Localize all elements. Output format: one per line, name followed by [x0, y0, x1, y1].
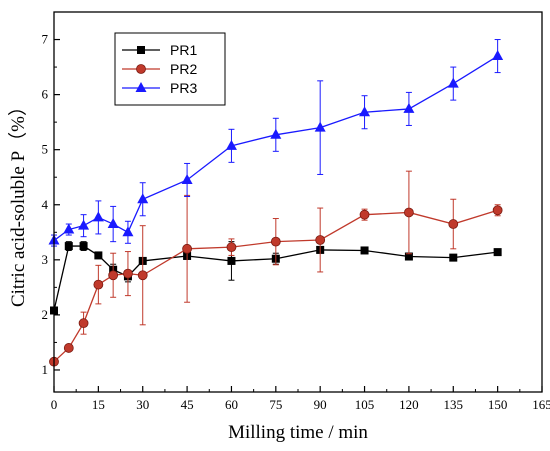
data-point — [492, 50, 504, 61]
x-tick-label: 0 — [51, 397, 58, 412]
data-point — [359, 209, 370, 220]
data-point — [79, 242, 88, 251]
series-layer — [48, 39, 504, 367]
data-point — [449, 253, 458, 262]
x-tick-label: 105 — [355, 397, 375, 412]
data-point — [225, 139, 237, 150]
data-point — [92, 211, 104, 222]
data-point — [493, 248, 502, 257]
data-point — [78, 219, 90, 230]
x-axis-title: Milling time / min — [228, 422, 368, 443]
x-tick-label: 90 — [314, 397, 327, 412]
data-point — [64, 242, 73, 251]
legend: PR1 PR2 PR3 — [114, 32, 226, 106]
legend-label: PR1 — [170, 42, 197, 58]
x-tick-label: 15 — [92, 397, 105, 412]
y-axis-title: Citric acid-soluble P（%） — [7, 97, 29, 307]
legend-entries: PR1 PR2 PR3 — [122, 42, 197, 96]
y-tick-label: 4 — [42, 197, 49, 212]
x-tick-label: 60 — [225, 397, 238, 412]
data-point — [226, 242, 237, 253]
data-point — [63, 343, 74, 353]
data-point — [359, 106, 371, 117]
data-point — [107, 218, 119, 229]
x-tick-label: 165 — [532, 397, 550, 412]
x-tick-label: 150 — [488, 397, 508, 412]
y-tick-label: 2 — [42, 307, 49, 322]
data-point — [270, 236, 281, 247]
data-point — [270, 128, 282, 139]
legend-marker — [135, 82, 147, 92]
x-tick-label: 135 — [444, 397, 464, 412]
data-point — [137, 193, 149, 204]
y-tick-label: 1 — [42, 362, 49, 377]
y-tick-label: 6 — [42, 87, 49, 102]
x-tick-label: 120 — [399, 397, 419, 412]
data-point — [360, 246, 369, 255]
data-point — [122, 226, 134, 237]
data-point — [404, 207, 414, 218]
data-point — [448, 219, 459, 229]
data-point — [137, 270, 148, 281]
series-pr2 — [49, 170, 503, 367]
legend-marker — [137, 46, 145, 54]
x-tick-label: 30 — [136, 397, 149, 412]
data-point — [404, 252, 413, 261]
data-point — [315, 235, 326, 245]
legend-marker — [136, 64, 146, 74]
legend-label: PR2 — [170, 61, 197, 77]
data-point — [447, 77, 459, 88]
data-point — [78, 318, 89, 329]
y-tick-label: 7 — [42, 32, 49, 47]
data-point — [182, 243, 192, 254]
legend-label: PR3 — [170, 80, 197, 96]
data-point — [94, 251, 103, 260]
data-point — [108, 270, 119, 281]
x-tick-label: 75 — [269, 397, 282, 412]
data-point — [63, 223, 75, 234]
x-tick-label: 45 — [181, 397, 194, 412]
data-point — [227, 256, 236, 265]
y-tick-label: 3 — [42, 252, 49, 267]
data-point — [314, 121, 326, 132]
data-point — [492, 205, 503, 216]
data-point — [181, 173, 193, 184]
data-point — [123, 268, 133, 279]
data-point — [93, 279, 104, 290]
data-point — [403, 102, 415, 113]
y-tick-label: 5 — [42, 142, 49, 157]
